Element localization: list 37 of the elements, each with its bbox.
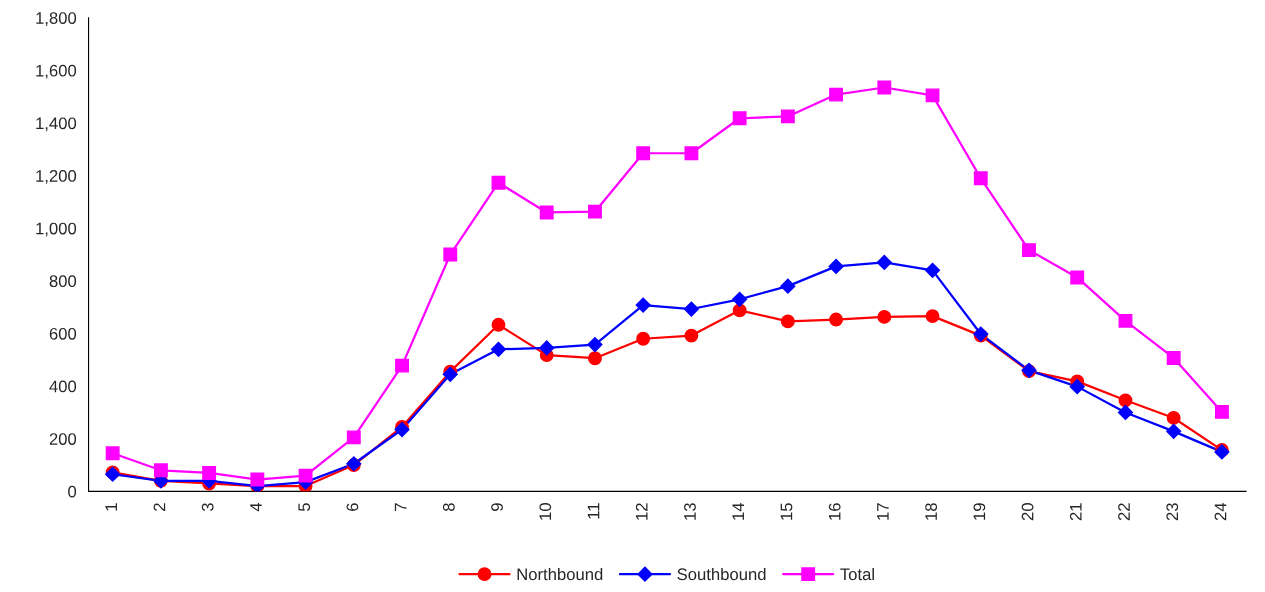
x-tick-label: 19	[973, 503, 986, 520]
y-tick-label: 1,000	[36, 222, 77, 237]
legend-label: Northbound	[517, 567, 603, 581]
legend-label: Southbound	[677, 567, 766, 581]
y-tick-label: 1,600	[36, 64, 77, 79]
legend-label: Total	[840, 567, 874, 581]
y-tick-label: 1,200	[36, 170, 77, 184]
y-tick-label: 1,400	[36, 117, 77, 132]
x-tick-label: 9	[491, 503, 503, 511]
x-tick-label: 2	[153, 503, 166, 511]
x-tick-label: 10	[539, 503, 552, 520]
x-tick-label: 6	[346, 503, 359, 511]
x-tick-label: 15	[780, 503, 793, 520]
x-tick-label: 1	[105, 503, 117, 511]
y-tick-label: 200	[49, 433, 77, 445]
x-tick-label: 8	[442, 503, 455, 512]
x-tick-label: 4	[250, 502, 262, 512]
x-tick-label: 18	[925, 503, 938, 520]
x-tick-label: 17	[877, 503, 889, 520]
x-tick-label: 13	[684, 503, 696, 520]
y-tick-label: 800	[49, 275, 77, 288]
y-tick-label: 0	[68, 485, 77, 498]
x-tick-label: 24	[1214, 502, 1227, 521]
y-tick-label: 600	[49, 327, 77, 340]
x-tick-label: 12	[635, 503, 648, 520]
x-tick-label: 5	[298, 503, 311, 512]
x-tick-label: 16	[828, 503, 841, 520]
x-tick-label: 3	[201, 503, 214, 512]
x-tick-label: 20	[1021, 503, 1034, 521]
x-tick-label: 14	[732, 502, 744, 520]
x-tick-label: 22	[1118, 503, 1130, 521]
y-tick-label: 400	[49, 380, 77, 393]
x-tick-label: 11	[587, 503, 600, 519]
x-tick-label: 21	[1069, 503, 1082, 521]
y-tick-label: 1,800	[36, 12, 77, 26]
x-tick-label: 23	[1166, 503, 1179, 521]
x-tick-label: 7	[394, 503, 407, 511]
